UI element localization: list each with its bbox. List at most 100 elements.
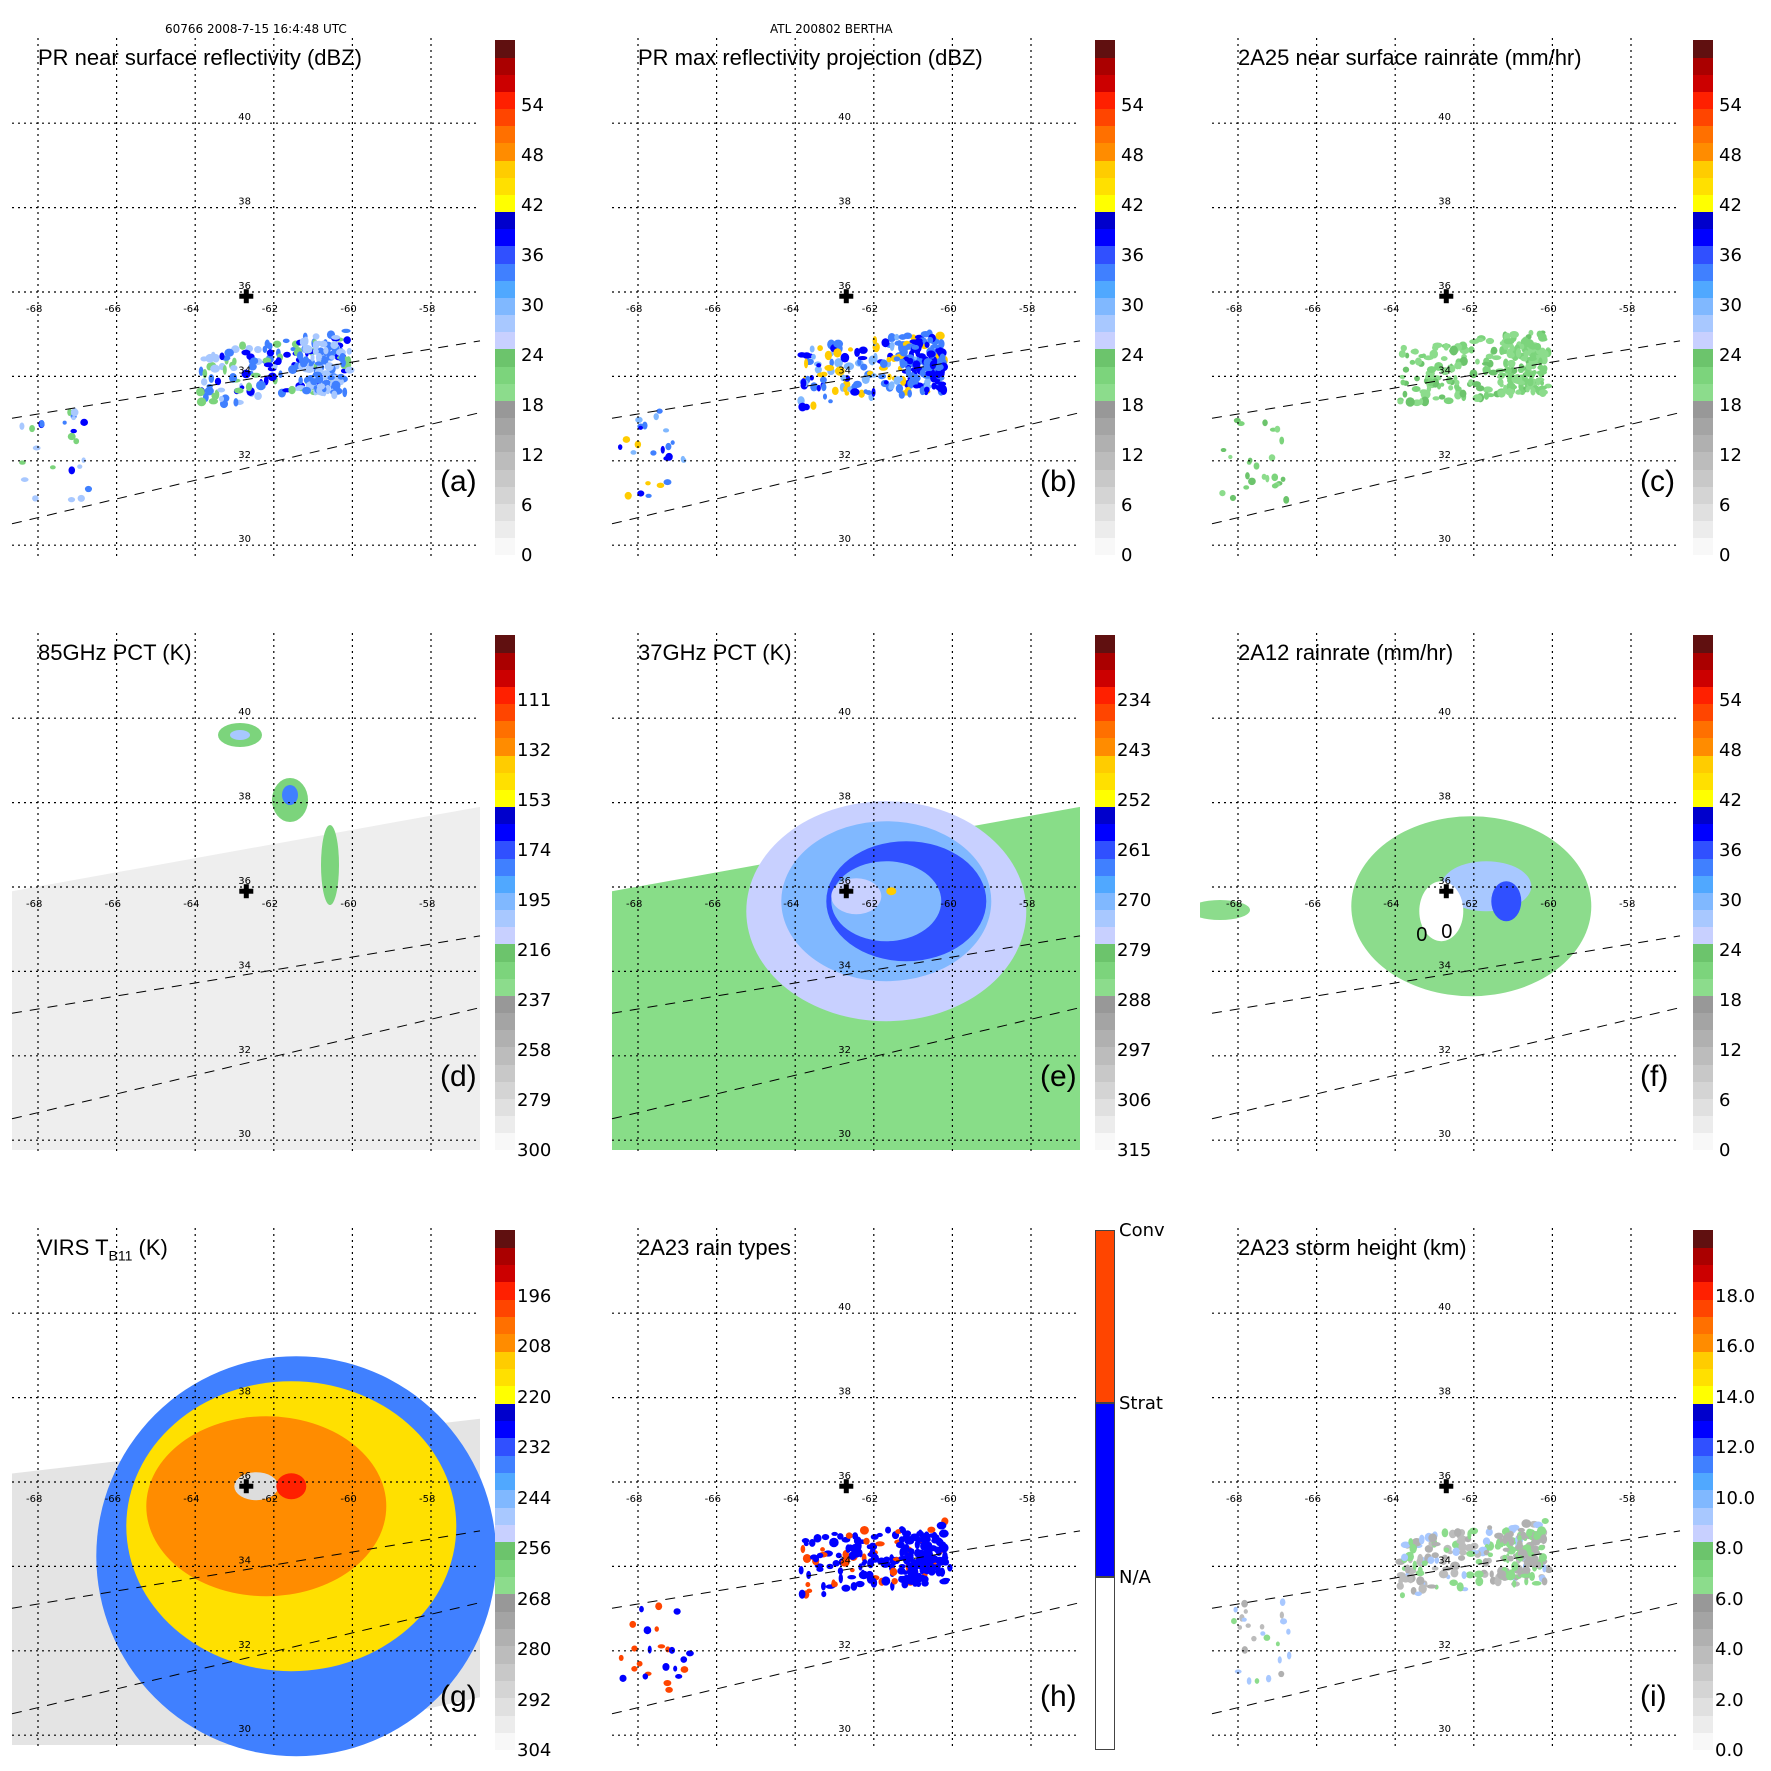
- rain-cell: [264, 339, 270, 349]
- lat-tick-label: 30: [838, 1724, 851, 1735]
- rain-cell: [1237, 421, 1245, 427]
- rain-cell: [330, 341, 339, 350]
- lat-tick-label: 32: [838, 1045, 851, 1056]
- colorbar-segment: [1693, 108, 1713, 127]
- rain-cell: [19, 422, 25, 430]
- colorbar-tick-label: 297: [1117, 1040, 1152, 1061]
- panel-c: -68 -66 -64 -62 -60 -58 30 32 34 36 38 40 2A25 near …: [1200, 0, 1771, 566]
- lon-tick-label: -64: [1383, 1494, 1399, 1505]
- rain-cell: [837, 1567, 844, 1575]
- colorbar-segment: [1095, 469, 1115, 487]
- rain-cell: [1262, 419, 1268, 427]
- rain-cell: [324, 362, 334, 372]
- colorbar-segment: [1693, 228, 1713, 247]
- colorbar-tick-label: 6.0: [1715, 1588, 1744, 1610]
- colorbar-segment: [1693, 314, 1713, 333]
- colorbar-tick-label: 48: [1121, 145, 1144, 166]
- rain-cell: [1517, 1527, 1525, 1533]
- panel-letter: (c): [1640, 465, 1675, 498]
- rain-cell: [1459, 356, 1468, 366]
- lat-tick-label: 36: [1438, 876, 1451, 887]
- rain-cell: [931, 382, 937, 390]
- lat-tick-label: 36: [838, 281, 851, 292]
- rain-cell: [1399, 1592, 1405, 1599]
- rain-cell: [323, 346, 329, 355]
- colorbar-segment: [1693, 772, 1713, 790]
- contour-label: 0: [1441, 921, 1452, 943]
- colorbar-segment: [495, 1047, 515, 1065]
- colorbar-tick-label: 36: [1121, 245, 1144, 266]
- rain-cell: [1511, 1561, 1519, 1572]
- colorbar-segment: [495, 125, 515, 144]
- lon-tick-label: -62: [262, 1494, 278, 1505]
- panel-title-suffix: (K): [132, 1235, 168, 1260]
- panel-letter: (g): [440, 1680, 477, 1713]
- lat-tick-label: 38: [1438, 197, 1451, 208]
- rain-cell: [898, 1536, 905, 1544]
- rain-cell: [665, 442, 672, 451]
- colorbar-tick-label: 6: [1719, 1090, 1731, 1111]
- colorbar-segment: [495, 669, 515, 687]
- rain-cell: [859, 1571, 865, 1579]
- colorbar-tick-label: 0: [1719, 545, 1731, 566]
- colorbar-segment: [1693, 40, 1713, 58]
- colorbar-segment: [495, 738, 515, 756]
- lat-tick-label: 30: [238, 1129, 251, 1140]
- rain-cell: [1481, 361, 1491, 366]
- rain-cell: [833, 348, 842, 358]
- lat-tick-label: 30: [238, 534, 251, 545]
- colorbar-segment: [1095, 108, 1115, 127]
- colorbar-segment: [495, 263, 515, 281]
- colorbar-tick-label: 30: [1719, 295, 1742, 316]
- colorbar-segment: [495, 772, 515, 790]
- rain-cell: [282, 785, 298, 805]
- colorbar-segment: [495, 926, 515, 945]
- colorbar-segment: [1095, 909, 1115, 928]
- rain-cell: [1398, 350, 1406, 358]
- rain-cell: [927, 1533, 938, 1538]
- panel-title: 2A25 near surface rainrate (mm/hr): [1238, 45, 1582, 71]
- colorbar: [1693, 40, 1713, 556]
- colorbar-tick-label: Conv: [1119, 1220, 1165, 1241]
- rain-cell: [1503, 384, 1508, 394]
- colorbar-segment: [1095, 703, 1115, 722]
- colorbar-segment: [495, 91, 515, 110]
- panel-title-text: 2A12 rainrate (mm/hr): [1238, 640, 1454, 665]
- rain-cell: [865, 390, 872, 395]
- colorbar-tick-label: 54: [521, 95, 544, 116]
- rain-cell: [1405, 352, 1410, 359]
- rain-cell: [831, 1531, 838, 1536]
- rain-cell: [834, 366, 845, 376]
- rain-cell: [234, 387, 244, 394]
- lon-tick-label: -68: [1226, 304, 1242, 315]
- rain-cell: [1502, 1547, 1510, 1552]
- lat-tick-label: 32: [838, 450, 851, 461]
- map-canvas: -68 -66 -64 -62 -60 -58 30 32 34 36 38 40 0 0: [1200, 633, 1681, 1152]
- rain-cell: [67, 497, 76, 503]
- panel-title-text: 2A23 rain types: [638, 1235, 791, 1260]
- rain-cell: [341, 328, 351, 334]
- rain-cell: [817, 345, 823, 352]
- colorbar-segment: [1095, 1012, 1115, 1031]
- rain-cell: [889, 1567, 898, 1576]
- rain-cell: [1248, 477, 1256, 486]
- colorbar-segment: [1095, 789, 1115, 808]
- colorbar-segment: [1693, 1611, 1713, 1630]
- lon-tick-label: -62: [262, 304, 278, 315]
- rain-cell: [904, 1538, 915, 1545]
- colorbar-segment: [1693, 503, 1713, 522]
- rain-cell: [1243, 1609, 1248, 1614]
- rain-cell: [1241, 1599, 1248, 1608]
- rain-cell: [315, 374, 324, 384]
- lat-tick-label: 34: [1438, 365, 1451, 376]
- rain-cell: [934, 363, 944, 371]
- colorbar-segment: [1693, 1081, 1713, 1099]
- colorbar-segment: [1693, 194, 1713, 213]
- rain-cell: [1539, 380, 1545, 386]
- rain-cell: [1431, 378, 1439, 388]
- rain-cell: [829, 1537, 839, 1548]
- rain-cell: [1428, 1533, 1438, 1543]
- rain-cell: [1426, 1584, 1437, 1589]
- rain-cell: [1475, 1558, 1483, 1565]
- rain-cell: [1421, 353, 1426, 358]
